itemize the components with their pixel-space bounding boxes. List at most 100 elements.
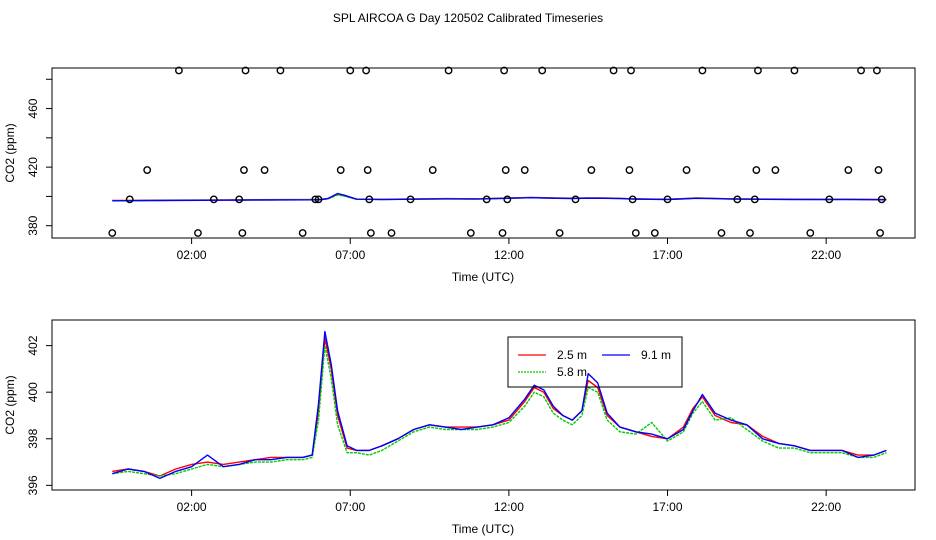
x-tick-label-0-4: 22:00	[811, 248, 841, 262]
y-tick-label-1-3: 402	[26, 335, 40, 355]
raw-point-30	[503, 195, 512, 204]
series-line-1-58m	[112, 344, 887, 477]
upper-data-marks	[108, 66, 887, 237]
y-tick-label-0-1: 420	[26, 157, 40, 177]
raw-point-12	[298, 229, 307, 237]
raw-point-4	[194, 229, 202, 237]
raw-point-59	[876, 229, 884, 237]
raw-point-48	[750, 195, 759, 204]
raw-point-17	[362, 66, 371, 75]
raw-point-24	[444, 66, 453, 75]
raw-point-8	[240, 166, 248, 174]
raw-point-42	[663, 195, 672, 204]
lower-xlabel: Time (UTC)	[452, 522, 514, 536]
x-tick-label-1-2: 12:00	[494, 500, 524, 514]
legend-label-5-8m: 5.8 m	[557, 365, 587, 379]
raw-point-1	[125, 195, 134, 204]
raw-point-37	[625, 166, 634, 174]
raw-point-27	[498, 229, 507, 237]
raw-point-14	[314, 195, 323, 204]
raw-point-32	[538, 66, 547, 75]
lower-plot-frame	[51, 319, 916, 491]
raw-point-58	[874, 166, 883, 174]
raw-point-18	[363, 166, 372, 174]
raw-point-40	[631, 229, 640, 237]
raw-point-9	[241, 66, 250, 75]
raw-point-52	[790, 66, 799, 75]
raw-point-19	[365, 195, 374, 204]
lower-data-marks	[112, 330, 887, 480]
raw-point-20	[366, 229, 375, 237]
x-tick-label-0-2: 12:00	[494, 248, 524, 262]
raw-point-45	[717, 229, 726, 237]
series-line-1-91m	[112, 330, 887, 480]
y-tick-label-1-2: 400	[26, 382, 40, 402]
raw-point-10	[260, 166, 269, 174]
series-line-1-25m	[112, 337, 887, 477]
raw-point-13	[311, 195, 320, 204]
y-tick-label-0-2: 460	[26, 98, 40, 118]
raw-point-25	[466, 229, 475, 237]
raw-point-54	[825, 195, 834, 204]
y-tick-label-1-0: 396	[26, 475, 40, 495]
raw-point-39	[628, 195, 637, 204]
x-tick-label-0-0: 02:00	[177, 248, 207, 262]
raw-point-23	[428, 166, 437, 174]
raw-point-11	[276, 66, 285, 75]
raw-point-16	[346, 66, 355, 75]
raw-point-57	[873, 66, 881, 75]
lower-axes: 02:00 07:00 12:00 17:00 22:00 396 398 400 402	[26, 335, 842, 514]
y-tick-label-0-0: 380	[26, 215, 40, 235]
raw-point-44	[698, 66, 707, 75]
raw-point-21	[387, 229, 396, 237]
x-tick-label-1-4: 22:00	[811, 500, 841, 514]
raw-point-0	[108, 229, 117, 237]
upper-axes: 02:00 07:00 12:00 17:00 22:00 380 420 460	[26, 78, 842, 262]
raw-point-36	[609, 66, 618, 75]
raw-point-35	[587, 166, 596, 174]
raw-point-53	[806, 229, 815, 237]
y-tick-label-1-1: 398	[26, 428, 40, 448]
legend-box	[507, 336, 683, 388]
lower-ylabel: CO2 (ppm)	[3, 375, 17, 434]
raw-point-33	[555, 229, 564, 237]
raw-point-6	[235, 195, 244, 204]
raw-point-2	[143, 166, 152, 174]
raw-point-56	[857, 66, 865, 75]
raw-point-31	[520, 166, 529, 174]
x-tick-label-1-0: 02:00	[177, 500, 207, 514]
legend: 2.5 m 9.1 m 5.8 m	[507, 336, 683, 388]
raw-point-41	[650, 229, 659, 237]
raw-point-46	[733, 195, 742, 204]
raw-point-3	[175, 66, 183, 75]
x-tick-label-1-3: 17:00	[653, 500, 683, 514]
raw-point-26	[482, 195, 491, 204]
upper-xlabel: Time (UTC)	[452, 270, 514, 284]
x-tick-label-0-1: 07:00	[335, 248, 365, 262]
series-line-0-91m	[112, 192, 887, 202]
raw-point-47	[746, 229, 754, 237]
legend-label-9-1m: 9.1 m	[641, 348, 671, 362]
raw-point-51	[771, 166, 780, 174]
raw-point-60	[877, 195, 886, 204]
figure-title: SPL AIRCOA G Day 120502 Calibrated Times…	[333, 11, 603, 25]
lower-panel-zoomed-series: 02:00 07:00 12:00 17:00 22:00 396 398 400 402 Ti…	[3, 319, 916, 536]
upper-ylabel: CO2 (ppm)	[3, 123, 17, 182]
upper-plot-frame	[51, 67, 916, 239]
x-tick-label-1-1: 07:00	[335, 500, 365, 514]
raw-point-5	[209, 195, 218, 204]
raw-point-55	[844, 166, 853, 174]
raw-point-43	[682, 166, 691, 174]
raw-point-50	[754, 66, 762, 75]
raw-point-34	[571, 195, 580, 204]
legend-label-2-5m: 2.5 m	[557, 348, 587, 362]
raw-point-49	[752, 166, 761, 174]
raw-point-22	[406, 195, 415, 204]
raw-point-29	[501, 166, 510, 174]
upper-panel-raw-points: 02:00 07:00 12:00 17:00 22:00 380 420 460 Time …	[3, 66, 916, 284]
raw-point-7	[238, 229, 247, 237]
raw-point-38	[627, 66, 635, 75]
raw-point-15	[336, 166, 345, 174]
x-tick-label-0-3: 17:00	[653, 248, 683, 262]
